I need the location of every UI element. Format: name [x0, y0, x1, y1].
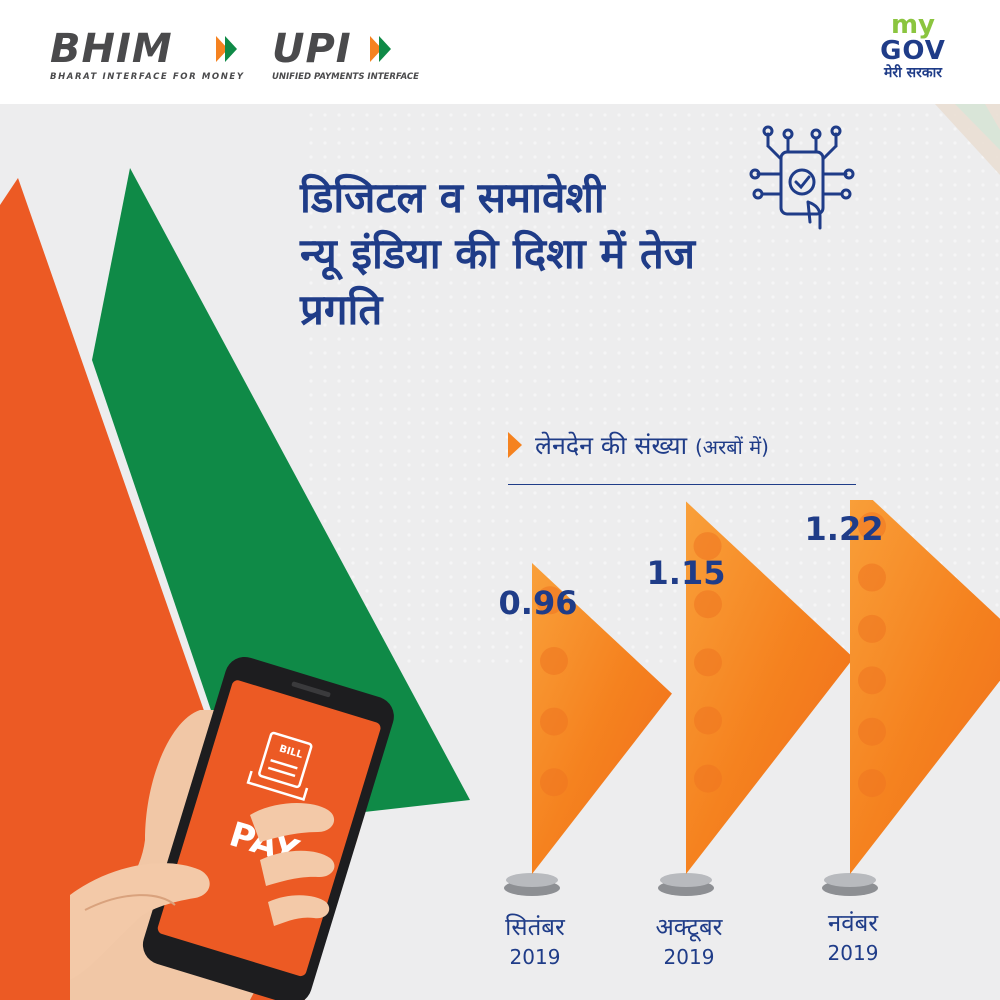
page-title: डिजिटल व समावेशी न्यू इंडिया की दिशा में… — [300, 170, 860, 338]
value-label-sep: 0.96 — [498, 584, 578, 622]
rupee-coin-icon — [858, 717, 886, 746]
rupee-coin-icon — [540, 768, 568, 797]
title-line-3: प्रगति — [300, 285, 383, 334]
rupee-coin-icon — [540, 646, 568, 675]
title-line-1: डिजिटल व समावेशी — [300, 173, 605, 222]
category-year: 2019 — [509, 945, 561, 969]
bhim-arrow-icon — [216, 36, 237, 62]
category-label-sep: सितंबर 2019 — [470, 912, 600, 972]
rupee-coin-icon — [858, 666, 886, 695]
upi-arrow-icon — [370, 36, 391, 62]
bar-stand-top — [824, 873, 876, 887]
chart-title: लेनदेन की संख्या (अरबों में) — [535, 428, 769, 462]
category-month: सितंबर — [505, 913, 565, 941]
bar-flag-oct — [658, 501, 854, 896]
rupee-coin-icon — [535, 586, 564, 615]
bar-stand-top — [506, 873, 558, 887]
bar-flag-shape — [686, 501, 854, 874]
category-month: नवंबर — [827, 909, 879, 937]
upi-logo: UPI — [272, 26, 352, 72]
category-label-oct: अक्टूबर 2019 — [624, 912, 754, 972]
divider — [508, 484, 856, 485]
bar-stand-top — [660, 873, 712, 887]
title-line-2: न्यू इंडिया की दिशा में तेज — [300, 229, 696, 278]
green-triangle — [92, 168, 470, 825]
rupee-coin-icon — [694, 648, 722, 677]
bill-icon — [246, 731, 313, 802]
value-label-nov: 1.22 — [804, 510, 884, 548]
upi-tagline: UNIFIED PAYMENTS INTERFACE — [272, 72, 419, 82]
digital-circuit-phone-icon — [749, 125, 855, 230]
category-label-nov: नवंबर 2019 — [788, 908, 918, 968]
mygov-subtitle: मेरी सरकार — [884, 65, 942, 81]
category-month: अक्टूबर — [655, 913, 723, 941]
header-bar — [0, 0, 1000, 104]
rupee-coin-icon — [694, 764, 722, 793]
chart-area — [504, 500, 1000, 896]
phone-illustration: BILL PAY — [70, 656, 394, 1000]
rupee-coin-icon — [858, 769, 886, 798]
rupee-coin-icon — [694, 590, 722, 619]
bar-flag-nov — [822, 500, 1000, 896]
pointer-arrow-icon — [508, 432, 522, 458]
bhim-tagline: BHARAT INTERFACE FOR MONEY — [50, 72, 245, 82]
rupee-coin-icon — [858, 614, 886, 643]
bhim-logo: BHIM — [50, 26, 173, 72]
rupee-coin-icon — [858, 563, 886, 592]
chart-title-text: लेनदेन की संख्या — [535, 431, 688, 460]
category-year: 2019 — [827, 941, 879, 965]
category-year: 2019 — [663, 945, 715, 969]
chart-unit: (अरबों में) — [695, 435, 769, 459]
bar-flag-shape — [850, 500, 1000, 874]
rupee-coin-icon — [694, 706, 722, 735]
mygov-logo: my GOV मेरी सरकार — [868, 12, 958, 82]
mygov-my: my — [890, 10, 936, 40]
value-label-oct: 1.15 — [646, 554, 726, 592]
mygov-gov: GOV — [880, 36, 946, 66]
rupee-coin-icon — [858, 512, 886, 541]
rupee-coin-icon — [693, 532, 722, 561]
rupee-coin-icon — [540, 707, 568, 736]
bar-flag-shape — [532, 562, 672, 874]
bar-flag-sep — [504, 562, 672, 896]
